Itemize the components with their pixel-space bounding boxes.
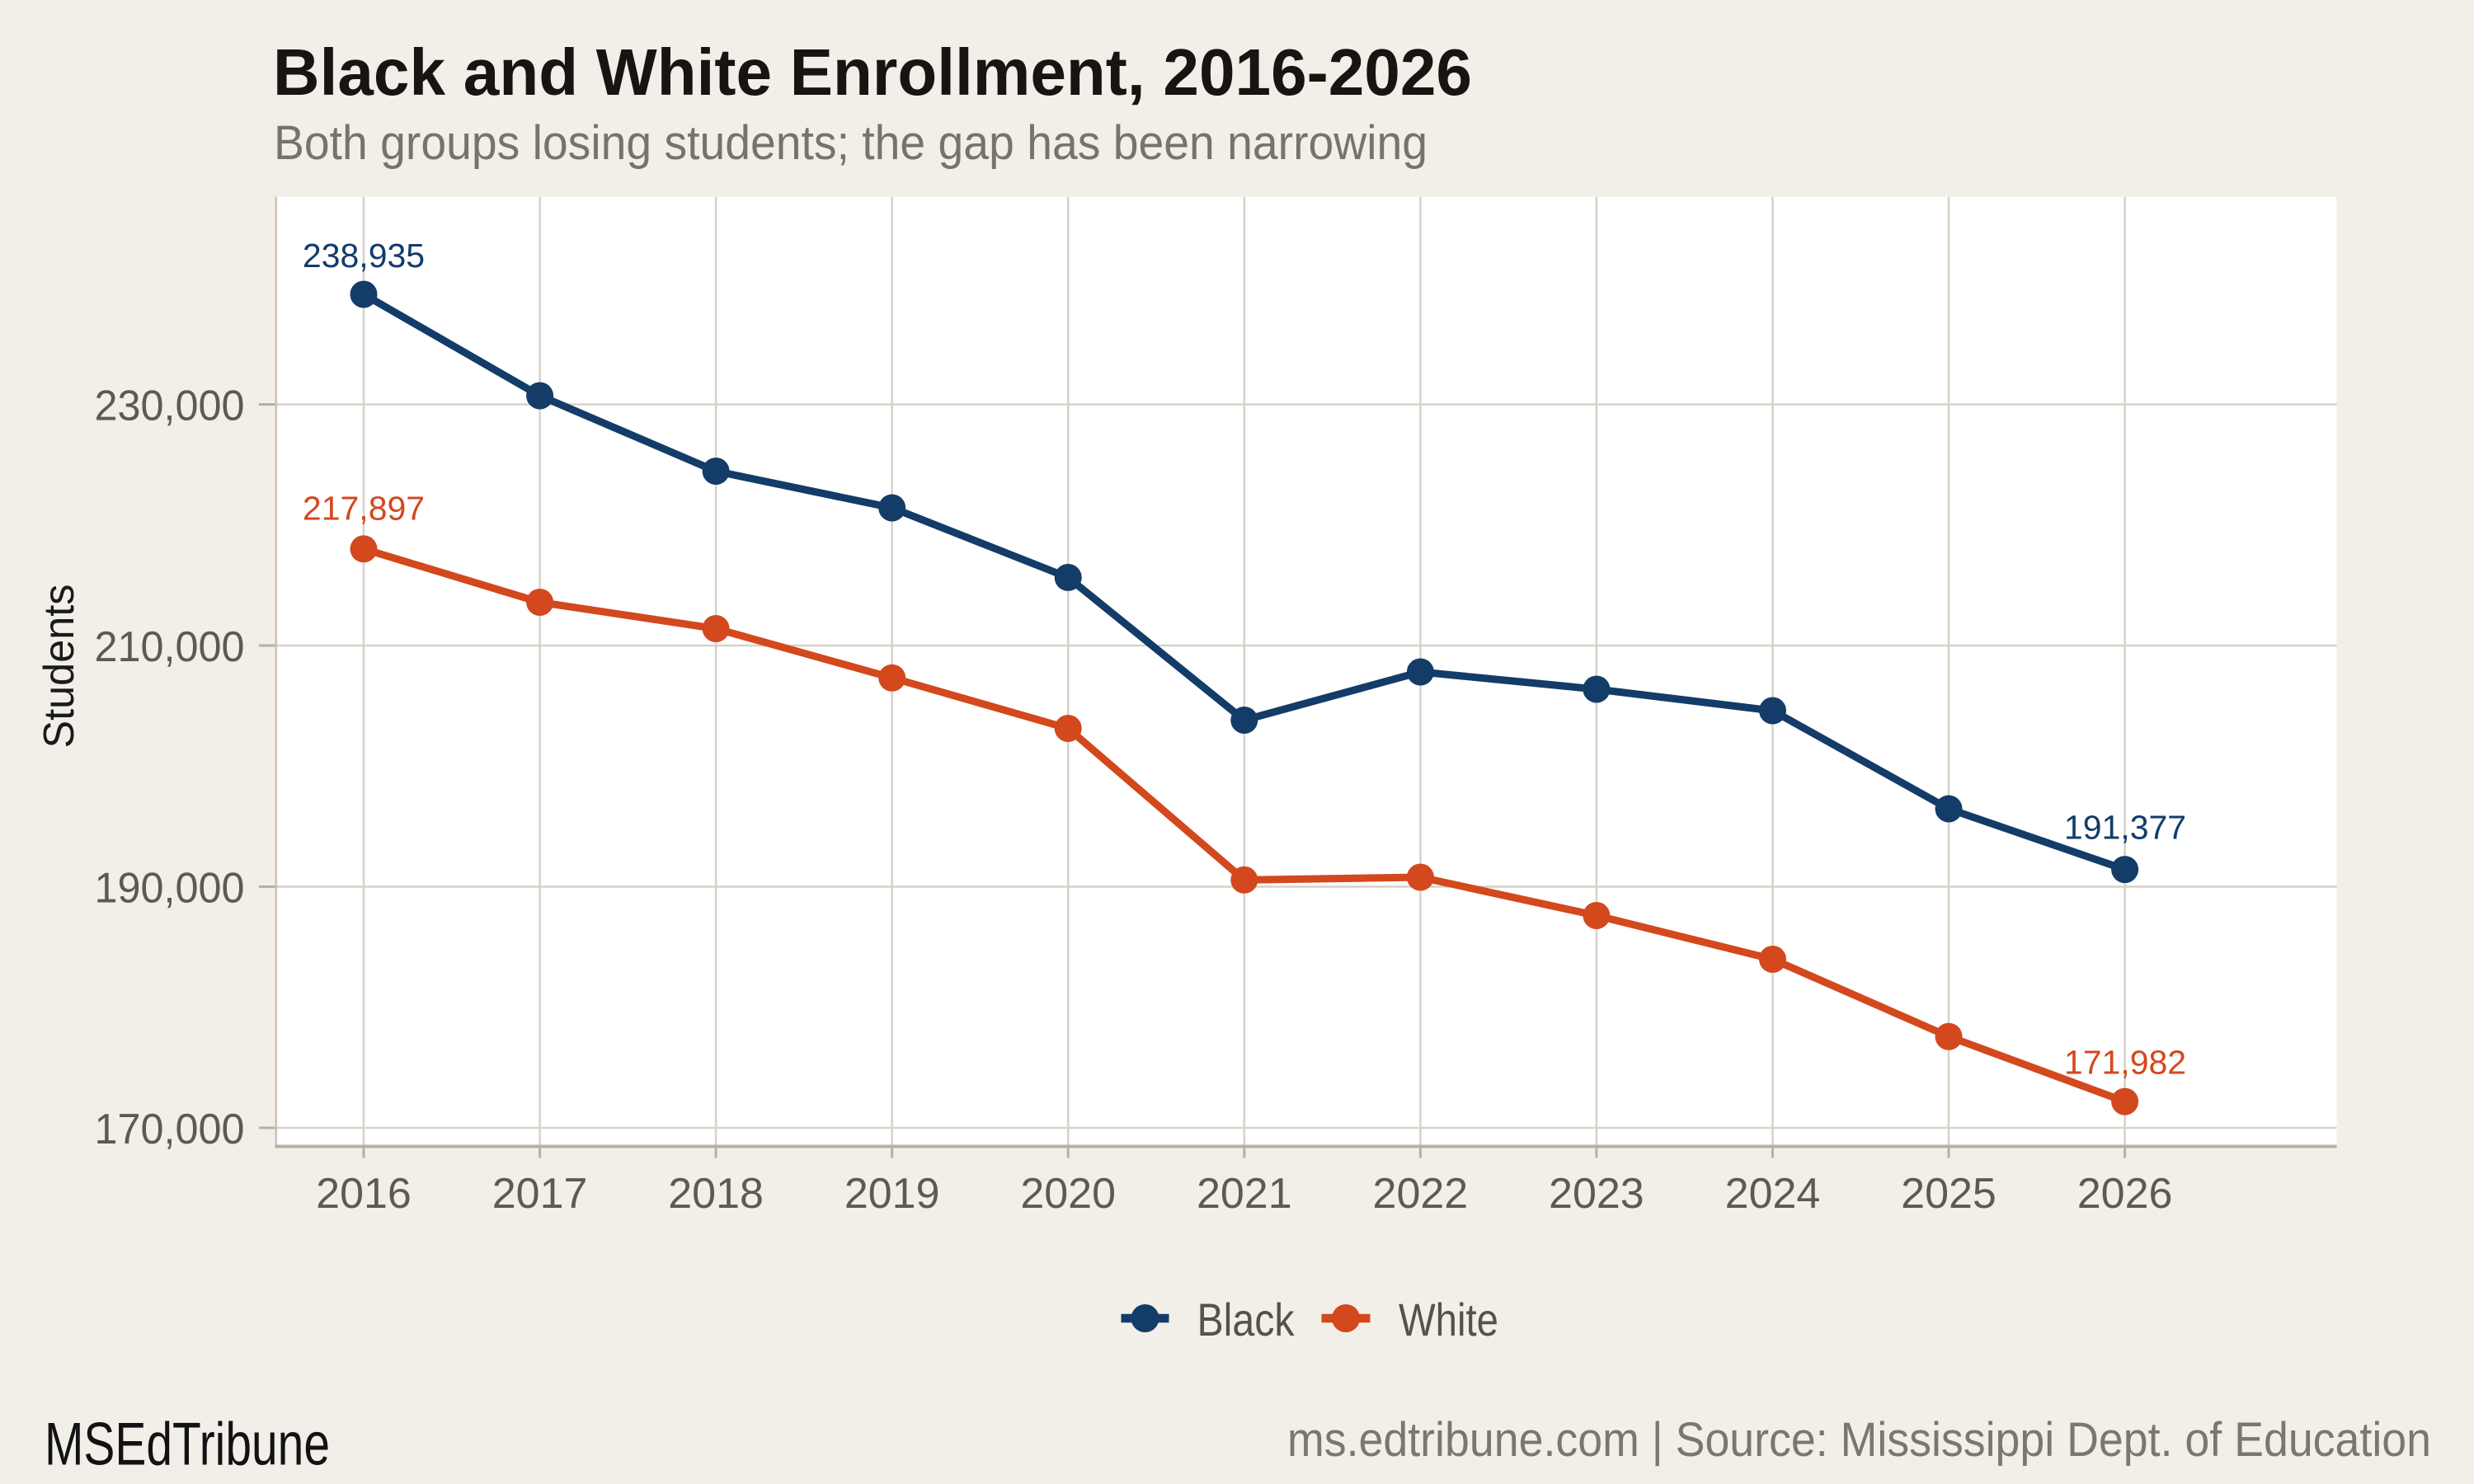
svg-text:171,982: 171,982 <box>2064 1044 2186 1082</box>
svg-text:238,935: 238,935 <box>303 237 425 275</box>
svg-text:2022: 2022 <box>1373 1170 1469 1218</box>
svg-text:MSEdTribune: MSEdTribune <box>45 1411 330 1477</box>
svg-text:217,897: 217,897 <box>303 490 425 528</box>
svg-text:170,000: 170,000 <box>95 1106 245 1153</box>
svg-text:Black: Black <box>1197 1294 1295 1345</box>
svg-text:2016: 2016 <box>316 1170 412 1218</box>
svg-text:230,000: 230,000 <box>95 383 245 430</box>
svg-text:2023: 2023 <box>1549 1170 1644 1218</box>
svg-text:2017: 2017 <box>492 1170 588 1218</box>
svg-text:Both groups losing students; t: Both groups losing students; the gap has… <box>274 116 1427 170</box>
svg-text:2018: 2018 <box>668 1170 764 1218</box>
svg-text:2026: 2026 <box>2077 1170 2173 1218</box>
svg-text:2020: 2020 <box>1020 1170 1116 1218</box>
svg-text:2019: 2019 <box>844 1170 940 1218</box>
svg-text:190,000: 190,000 <box>95 865 245 913</box>
svg-text:2025: 2025 <box>1901 1170 1997 1218</box>
svg-text:ms.edtribune.com | Source: Mis: ms.edtribune.com | Source: Mississippi D… <box>1287 1413 2431 1467</box>
svg-text:White: White <box>1399 1294 1498 1345</box>
svg-text:Black and White Enrollment, 20: Black and White Enrollment, 2016-2026 <box>273 35 1472 109</box>
svg-text:210,000: 210,000 <box>95 623 245 671</box>
svg-text:2021: 2021 <box>1197 1170 1292 1218</box>
svg-text:2024: 2024 <box>1725 1170 1821 1218</box>
svg-text:191,377: 191,377 <box>2064 809 2186 847</box>
svg-text:Students: Students <box>35 585 83 749</box>
